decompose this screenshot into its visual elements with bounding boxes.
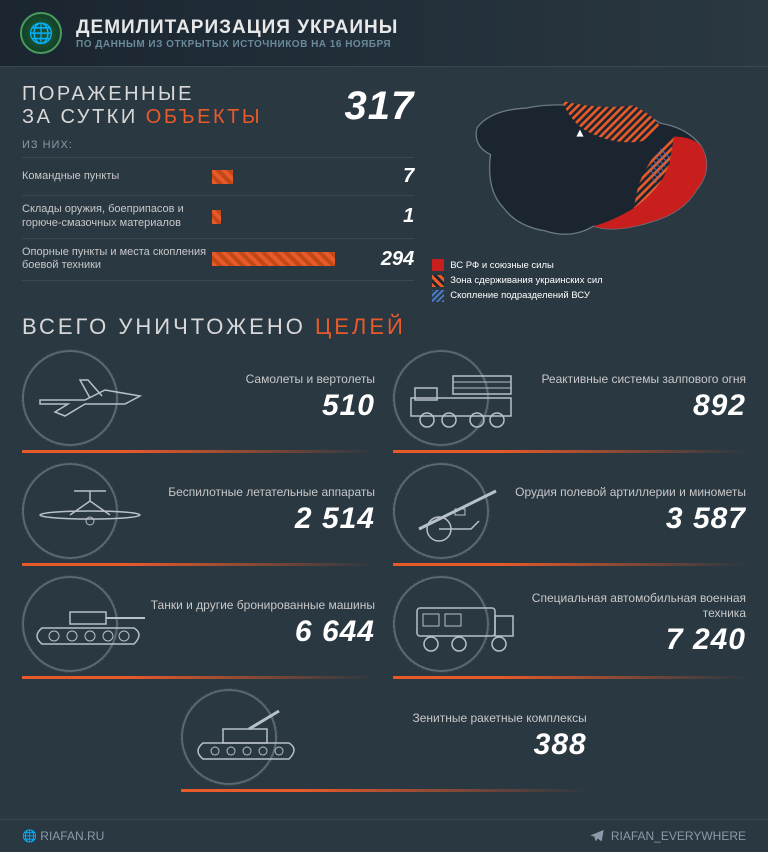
target-card: Реактивные системы залпового огня 892 (393, 350, 746, 453)
bar-track (212, 210, 362, 224)
page-title: ДЕМИЛИТАРИЗАЦИЯ УКРАИНЫ (76, 17, 398, 39)
target-card: Зенитные ракетные комплексы 388 (181, 689, 586, 792)
card-label: Орудия полевой артиллерии и минометы (501, 485, 746, 500)
card-label: Реактивные системы залпового огня (501, 372, 746, 387)
target-card: Орудия полевой артиллерии и минометы 3 5… (393, 463, 746, 566)
card-value: 892 (501, 389, 746, 423)
bar-row: Склады оружия, боеприпасов и горюче-смаз… (22, 195, 414, 238)
card-label: Беспилотные летательные аппараты (130, 485, 375, 500)
bar-track (212, 252, 362, 266)
page-subtitle: ПО ДАННЫМ ИЗ ОТКРЫТЫХ ИСТОЧНИКОВ НА 16 Н… (76, 39, 398, 50)
card-label: Зенитные ракетные комплексы (289, 711, 586, 726)
bar-value: 294 (370, 248, 414, 271)
target-card: Беспилотные летательные аппараты 2 514 (22, 463, 375, 566)
targets-grid: Самолеты и вертолеты 510 Реактивные сист… (0, 350, 768, 792)
card-label: Самолеты и вертолеты (130, 372, 375, 387)
bar-row: Опорные пункты и места скопления боевой … (22, 238, 414, 282)
footer: 🌐 RIAFAN.RU RIAFAN_EVERYWHERE (0, 819, 768, 852)
artillery-icon (393, 463, 489, 559)
header: 🌐 ДЕМИЛИТАРИЗАЦИЯ УКРАИНЫ ПО ДАННЫМ ИЗ О… (0, 0, 768, 67)
map-legend: ВС РФ и союзные силы Зона сдерживания ук… (432, 258, 746, 304)
target-card: Специальная автомобильная военная техник… (393, 576, 746, 679)
tank-icon (22, 576, 118, 672)
drone-icon (22, 463, 118, 559)
bar-value: 7 (370, 165, 414, 188)
daily-title: ПОРАЖЕННЫЕ ЗА СУТКИ ОБЪЕКТЫ (22, 83, 262, 129)
telegram-icon (589, 828, 605, 844)
bar-label: Склады оружия, боеприпасов и горюче-смаз… (22, 203, 212, 231)
card-value: 2 514 (130, 502, 375, 536)
bar-track (212, 170, 362, 184)
daily-section: ПОРАЖЕННЫЕ ЗА СУТКИ ОБЪЕКТЫ 317 ИЗ НИХ: … (0, 67, 768, 310)
plane-icon (22, 350, 118, 446)
sam-icon (181, 689, 277, 785)
footer-site: 🌐 RIAFAN.RU (22, 829, 104, 843)
card-value: 510 (130, 389, 375, 423)
logo-icon: 🌐 (20, 12, 62, 54)
daily-total-value: 317 (344, 84, 414, 129)
card-value: 388 (289, 728, 586, 762)
card-value: 6 644 (130, 615, 375, 649)
target-card: Самолеты и вертолеты 510 (22, 350, 375, 453)
card-label: Танки и другие бронированные машины (130, 598, 375, 613)
card-label: Специальная автомобильная военная техник… (501, 591, 746, 621)
bar-value: 1 (370, 205, 414, 228)
mlrs-icon (393, 350, 489, 446)
map-panel: ВС РФ и союзные силы Зона сдерживания ук… (432, 83, 746, 304)
bar-label: Опорные пункты и места скопления боевой … (22, 246, 212, 274)
truck-icon (393, 576, 489, 672)
footer-telegram: RIAFAN_EVERYWHERE (589, 828, 746, 844)
bar-label: Командные пункты (22, 170, 212, 184)
of-them-label: ИЗ НИХ: (22, 139, 414, 151)
ukraine-map-icon (432, 83, 746, 253)
totals-title: ВСЕГО УНИЧТОЖЕНО ЦЕЛЕЙ (0, 310, 768, 350)
card-value: 7 240 (501, 623, 746, 657)
target-card: Танки и другие бронированные машины 6 64… (22, 576, 375, 679)
bar-row: Командные пункты 7 (22, 157, 414, 195)
card-value: 3 587 (501, 502, 746, 536)
